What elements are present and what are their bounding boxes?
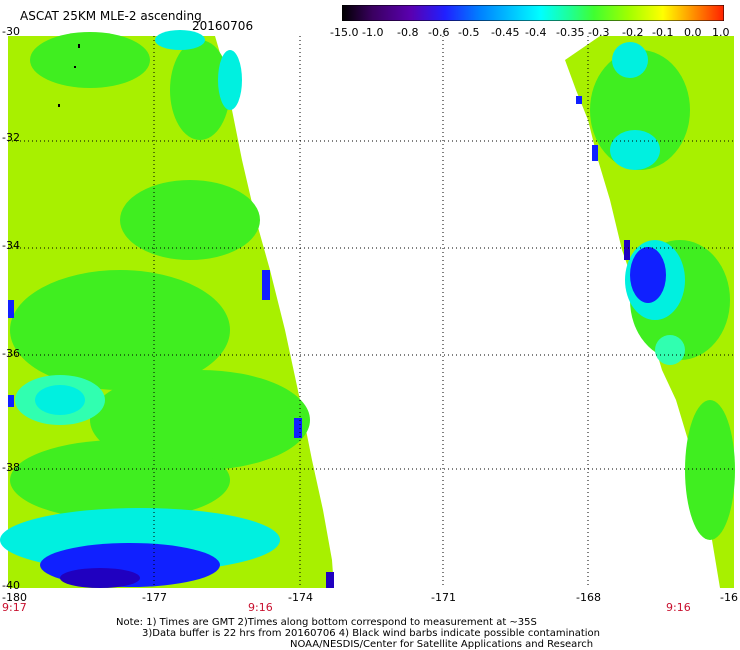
note-line-3: NOAA/NESDIS/Center for Satellite Applica…	[290, 639, 594, 650]
lat-label: -30	[2, 25, 20, 38]
green-patch	[10, 440, 230, 520]
colorbar	[341, 4, 725, 22]
blue-patch	[294, 418, 302, 438]
lat-gridlines	[8, 140, 734, 470]
blue-patch	[8, 395, 14, 407]
colorbar-label: -1.0	[362, 26, 384, 39]
lat-label: -38	[2, 461, 20, 474]
colorbar-label: 1.0	[712, 26, 730, 39]
lon-label: -171	[431, 591, 456, 604]
cyan-patch	[655, 335, 685, 365]
blue-patch	[592, 145, 598, 161]
green-patch	[170, 40, 230, 140]
blue-patch	[326, 572, 334, 588]
product-date: 20160706	[192, 19, 254, 33]
time-label: 9:16	[248, 601, 273, 614]
blue-patch	[630, 247, 666, 303]
colorbar-gradient	[341, 4, 725, 22]
right-swath	[565, 36, 735, 588]
blue-patch	[262, 270, 270, 300]
colorbar-label: -0.45	[491, 26, 520, 39]
colorbar-label: -0.6	[428, 26, 450, 39]
blue-patch	[624, 240, 630, 260]
time-label: 9:16	[666, 601, 691, 614]
product-title: ASCAT 25KM MLE-2 ascending	[20, 9, 202, 23]
contamination-mark	[58, 104, 60, 107]
green-patch	[30, 32, 150, 88]
time-label: 9:17	[2, 601, 27, 614]
lon-label: -174	[288, 591, 313, 604]
colorbar-label: -0.8	[397, 26, 419, 39]
cyan-patch	[610, 130, 660, 170]
colorbar-label: -15.0	[330, 26, 359, 39]
colorbar-label: -0.4	[525, 26, 547, 39]
note-line-1: Note: 1) Times are GMT 2)Times along bot…	[116, 617, 537, 628]
blue-patch	[8, 300, 14, 318]
contamination-mark	[78, 44, 80, 48]
blue-patch	[60, 568, 140, 588]
cyan-patch	[218, 50, 242, 110]
colorbar-label: -0.2	[622, 26, 644, 39]
colorbar-label: -0.1	[652, 26, 674, 39]
lon-gridlines	[153, 36, 589, 588]
left-swath	[0, 30, 334, 588]
blue-patch	[576, 96, 582, 104]
lon-label: -177	[142, 591, 167, 604]
colorbar-label: 0.0	[684, 26, 702, 39]
lon-label: -180	[2, 591, 27, 604]
green-patch	[685, 400, 735, 540]
lon-label: -168	[576, 591, 601, 604]
colorbar-label: -0.35	[556, 26, 585, 39]
colorbar-label: -0.3	[588, 26, 610, 39]
cyan-patch	[612, 42, 648, 78]
note-line-2: 3)Data buffer is 22 hrs from 20160706 4)…	[142, 628, 600, 639]
colorbar-label: -0.5	[458, 26, 480, 39]
lat-label: -40	[2, 579, 20, 592]
green-patch	[10, 270, 230, 390]
lat-label: -34	[2, 239, 20, 252]
green-patch	[120, 180, 260, 260]
cyan-patch	[155, 30, 205, 50]
contamination-mark	[74, 66, 76, 68]
lat-label: -32	[2, 131, 20, 144]
lon-label: -16	[720, 591, 738, 604]
lat-label: -36	[2, 347, 20, 360]
cyan-patch	[35, 385, 85, 415]
